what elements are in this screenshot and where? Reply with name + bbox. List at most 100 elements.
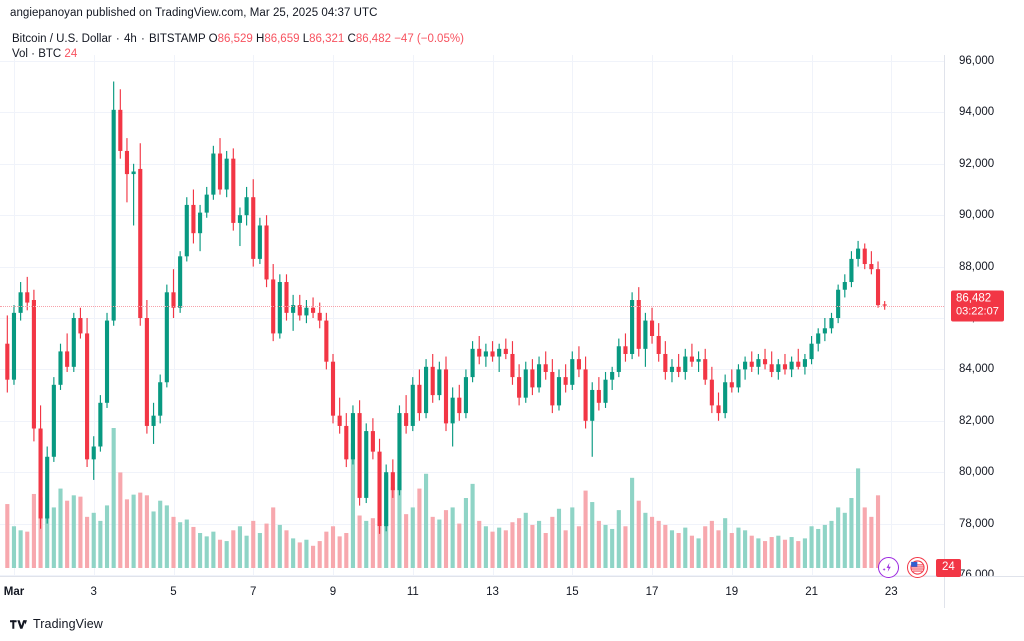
volume-bar <box>144 495 149 568</box>
candle-body <box>849 258 854 283</box>
candle-body <box>45 456 50 519</box>
volume-bar <box>430 516 435 568</box>
volume-bar <box>58 488 63 568</box>
sparkle-lightning-icon[interactable] <box>878 557 899 578</box>
volume-bar <box>856 468 861 568</box>
tradingview-footer[interactable]: TradingView <box>10 617 103 631</box>
candle-body <box>317 312 322 321</box>
volume-bar <box>689 535 694 568</box>
candle-body <box>257 225 262 259</box>
volume-bar <box>610 528 615 568</box>
volume-bar <box>85 516 90 568</box>
candle-body <box>603 379 608 403</box>
volume-bar <box>616 510 621 568</box>
candle-body <box>862 248 867 265</box>
gridline-horizontal <box>0 163 944 165</box>
volume-bar <box>590 502 595 568</box>
candle-body <box>663 353 668 372</box>
candle-body <box>118 109 123 151</box>
volume-bar <box>749 535 754 568</box>
volume-bar <box>829 520 834 568</box>
legend-low-label: L <box>302 33 310 45</box>
candle-body <box>397 413 402 491</box>
volume-bar <box>377 526 382 568</box>
volume-bar <box>324 531 329 568</box>
chart-plot-area[interactable] <box>0 55 944 576</box>
candle-body <box>364 431 369 498</box>
volume-bar <box>38 497 43 568</box>
volume-bar <box>284 530 289 568</box>
volume-bar <box>211 531 216 568</box>
candle-body <box>65 351 70 367</box>
volume-bar <box>357 515 362 568</box>
candle-body <box>523 369 528 398</box>
volume-bar <box>623 526 628 568</box>
volume-bar <box>842 512 847 568</box>
candle-body <box>543 364 548 372</box>
candle-body <box>716 405 721 414</box>
legend-interval[interactable]: 4h <box>123 33 137 45</box>
legend-exchange[interactable]: BITSTAMP <box>149 33 206 45</box>
volume-bar <box>570 507 575 568</box>
legend-symbol[interactable]: Bitcoin / U.S. Dollar <box>12 33 112 45</box>
volume-bar <box>131 494 136 568</box>
time-tick-label: Mar <box>3 586 25 598</box>
volume-bar <box>437 519 442 568</box>
legend-volume-title[interactable]: Vol · BTC <box>12 48 62 60</box>
volume-bar <box>849 498 854 568</box>
volume-bar <box>802 538 807 568</box>
candle-body <box>417 384 422 414</box>
volume-bar <box>836 507 841 568</box>
volume-bar <box>364 520 369 568</box>
us-flag-icon[interactable] <box>907 557 928 578</box>
volume-bar <box>410 507 415 568</box>
volume-bar <box>65 500 70 568</box>
bar-countdown: 03:22:07 <box>956 305 999 318</box>
time-tick-label: 5 <box>170 586 177 598</box>
volume-bar <box>297 542 302 568</box>
gridline-vertical <box>731 55 733 576</box>
price-tick-label: 84,000 <box>959 363 995 376</box>
gridline-vertical <box>492 55 494 576</box>
candle-body <box>443 369 449 424</box>
candle-body <box>264 225 269 280</box>
candle-body <box>198 212 203 234</box>
candle-body <box>762 359 768 365</box>
volume-bar <box>576 526 581 568</box>
candle-body <box>789 361 794 370</box>
volume-bar <box>703 526 708 568</box>
axis-corner <box>944 576 1024 608</box>
volume-bar <box>231 530 236 568</box>
volume-bar <box>503 530 508 568</box>
candle-body <box>802 359 807 367</box>
volume-bar <box>237 526 243 568</box>
candle-body <box>856 248 861 259</box>
time-tick-label: 19 <box>725 586 739 598</box>
volume-bar <box>98 520 103 568</box>
volume-bar <box>370 518 375 568</box>
candle-body <box>390 472 395 491</box>
candle-body <box>31 300 36 429</box>
volume-bar <box>417 488 422 568</box>
candle-body <box>204 194 209 213</box>
candle-body <box>829 318 834 329</box>
candle-body <box>616 346 621 372</box>
volume-bar <box>31 493 36 568</box>
volume-bar <box>769 537 774 568</box>
candle-body <box>144 318 149 426</box>
candle-body <box>669 366 675 372</box>
candle-body <box>304 307 309 316</box>
candle-body <box>536 364 542 388</box>
time-scale[interactable]: Mar 3 5 7 9 11 13 15 17 19 21 23 <box>0 576 944 608</box>
price-scale[interactable]: 96,00094,00092,00090,00088,00086,00084,0… <box>944 55 1024 581</box>
volume-bar <box>178 522 183 568</box>
volume-bar <box>789 537 794 568</box>
volume-bar <box>337 536 342 568</box>
candle-body <box>184 204 189 257</box>
volume-bar <box>709 520 714 568</box>
current-price-line <box>0 305 944 307</box>
chart-legend: Bitcoin / U.S. Dollar · 4h · BITSTAMP O8… <box>12 32 464 62</box>
volume-bar <box>663 524 668 568</box>
volume-bar <box>118 472 123 568</box>
volume-bar <box>875 495 881 568</box>
